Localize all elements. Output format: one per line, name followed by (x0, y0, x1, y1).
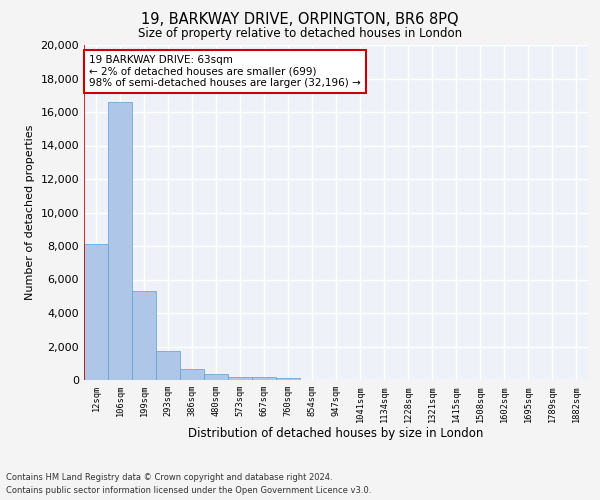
X-axis label: Distribution of detached houses by size in London: Distribution of detached houses by size … (188, 427, 484, 440)
Bar (108, 102, 132, 380)
Bar (180, 368, 204, 380)
Y-axis label: Number of detached properties: Number of detached properties (25, 125, 35, 300)
Bar (252, 378, 276, 380)
Bar (228, 376, 252, 380)
Bar (204, 374, 228, 380)
Bar (84, 244, 108, 380)
Bar (132, 291, 156, 380)
Bar (156, 350, 180, 380)
Text: 19, BARKWAY DRIVE, ORPINGTON, BR6 8PQ: 19, BARKWAY DRIVE, ORPINGTON, BR6 8PQ (141, 12, 459, 28)
Text: Contains HM Land Registry data © Crown copyright and database right 2024.: Contains HM Land Registry data © Crown c… (6, 474, 332, 482)
Text: Size of property relative to detached houses in London: Size of property relative to detached ho… (138, 28, 462, 40)
Bar (276, 378, 300, 380)
Text: 19 BARKWAY DRIVE: 63sqm
← 2% of detached houses are smaller (699)
98% of semi-de: 19 BARKWAY DRIVE: 63sqm ← 2% of detached… (89, 55, 361, 88)
Text: Contains public sector information licensed under the Open Government Licence v3: Contains public sector information licen… (6, 486, 371, 495)
